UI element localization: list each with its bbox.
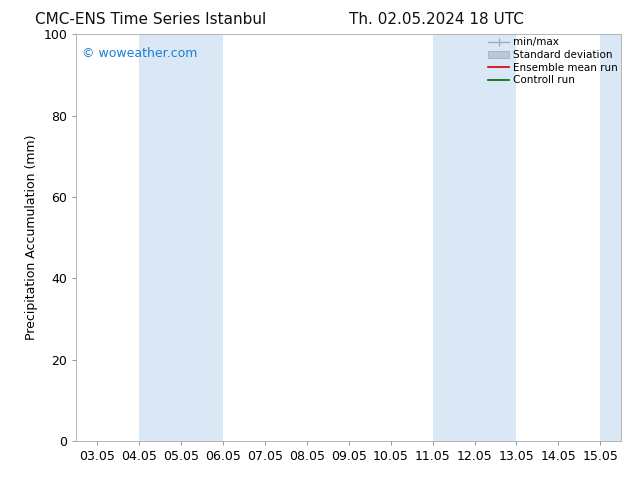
- Bar: [600, 34, 621, 441]
- Text: © woweather.com: © woweather.com: [82, 47, 197, 59]
- Text: CMC-ENS Time Series Istanbul: CMC-ENS Time Series Istanbul: [35, 12, 266, 27]
- Bar: [432, 34, 517, 441]
- Legend: min/max, Standard deviation, Ensemble mean run, Controll run: min/max, Standard deviation, Ensemble me…: [488, 37, 618, 85]
- Bar: [139, 34, 223, 441]
- Y-axis label: Precipitation Accumulation (mm): Precipitation Accumulation (mm): [25, 135, 37, 341]
- Text: Th. 02.05.2024 18 UTC: Th. 02.05.2024 18 UTC: [349, 12, 524, 27]
